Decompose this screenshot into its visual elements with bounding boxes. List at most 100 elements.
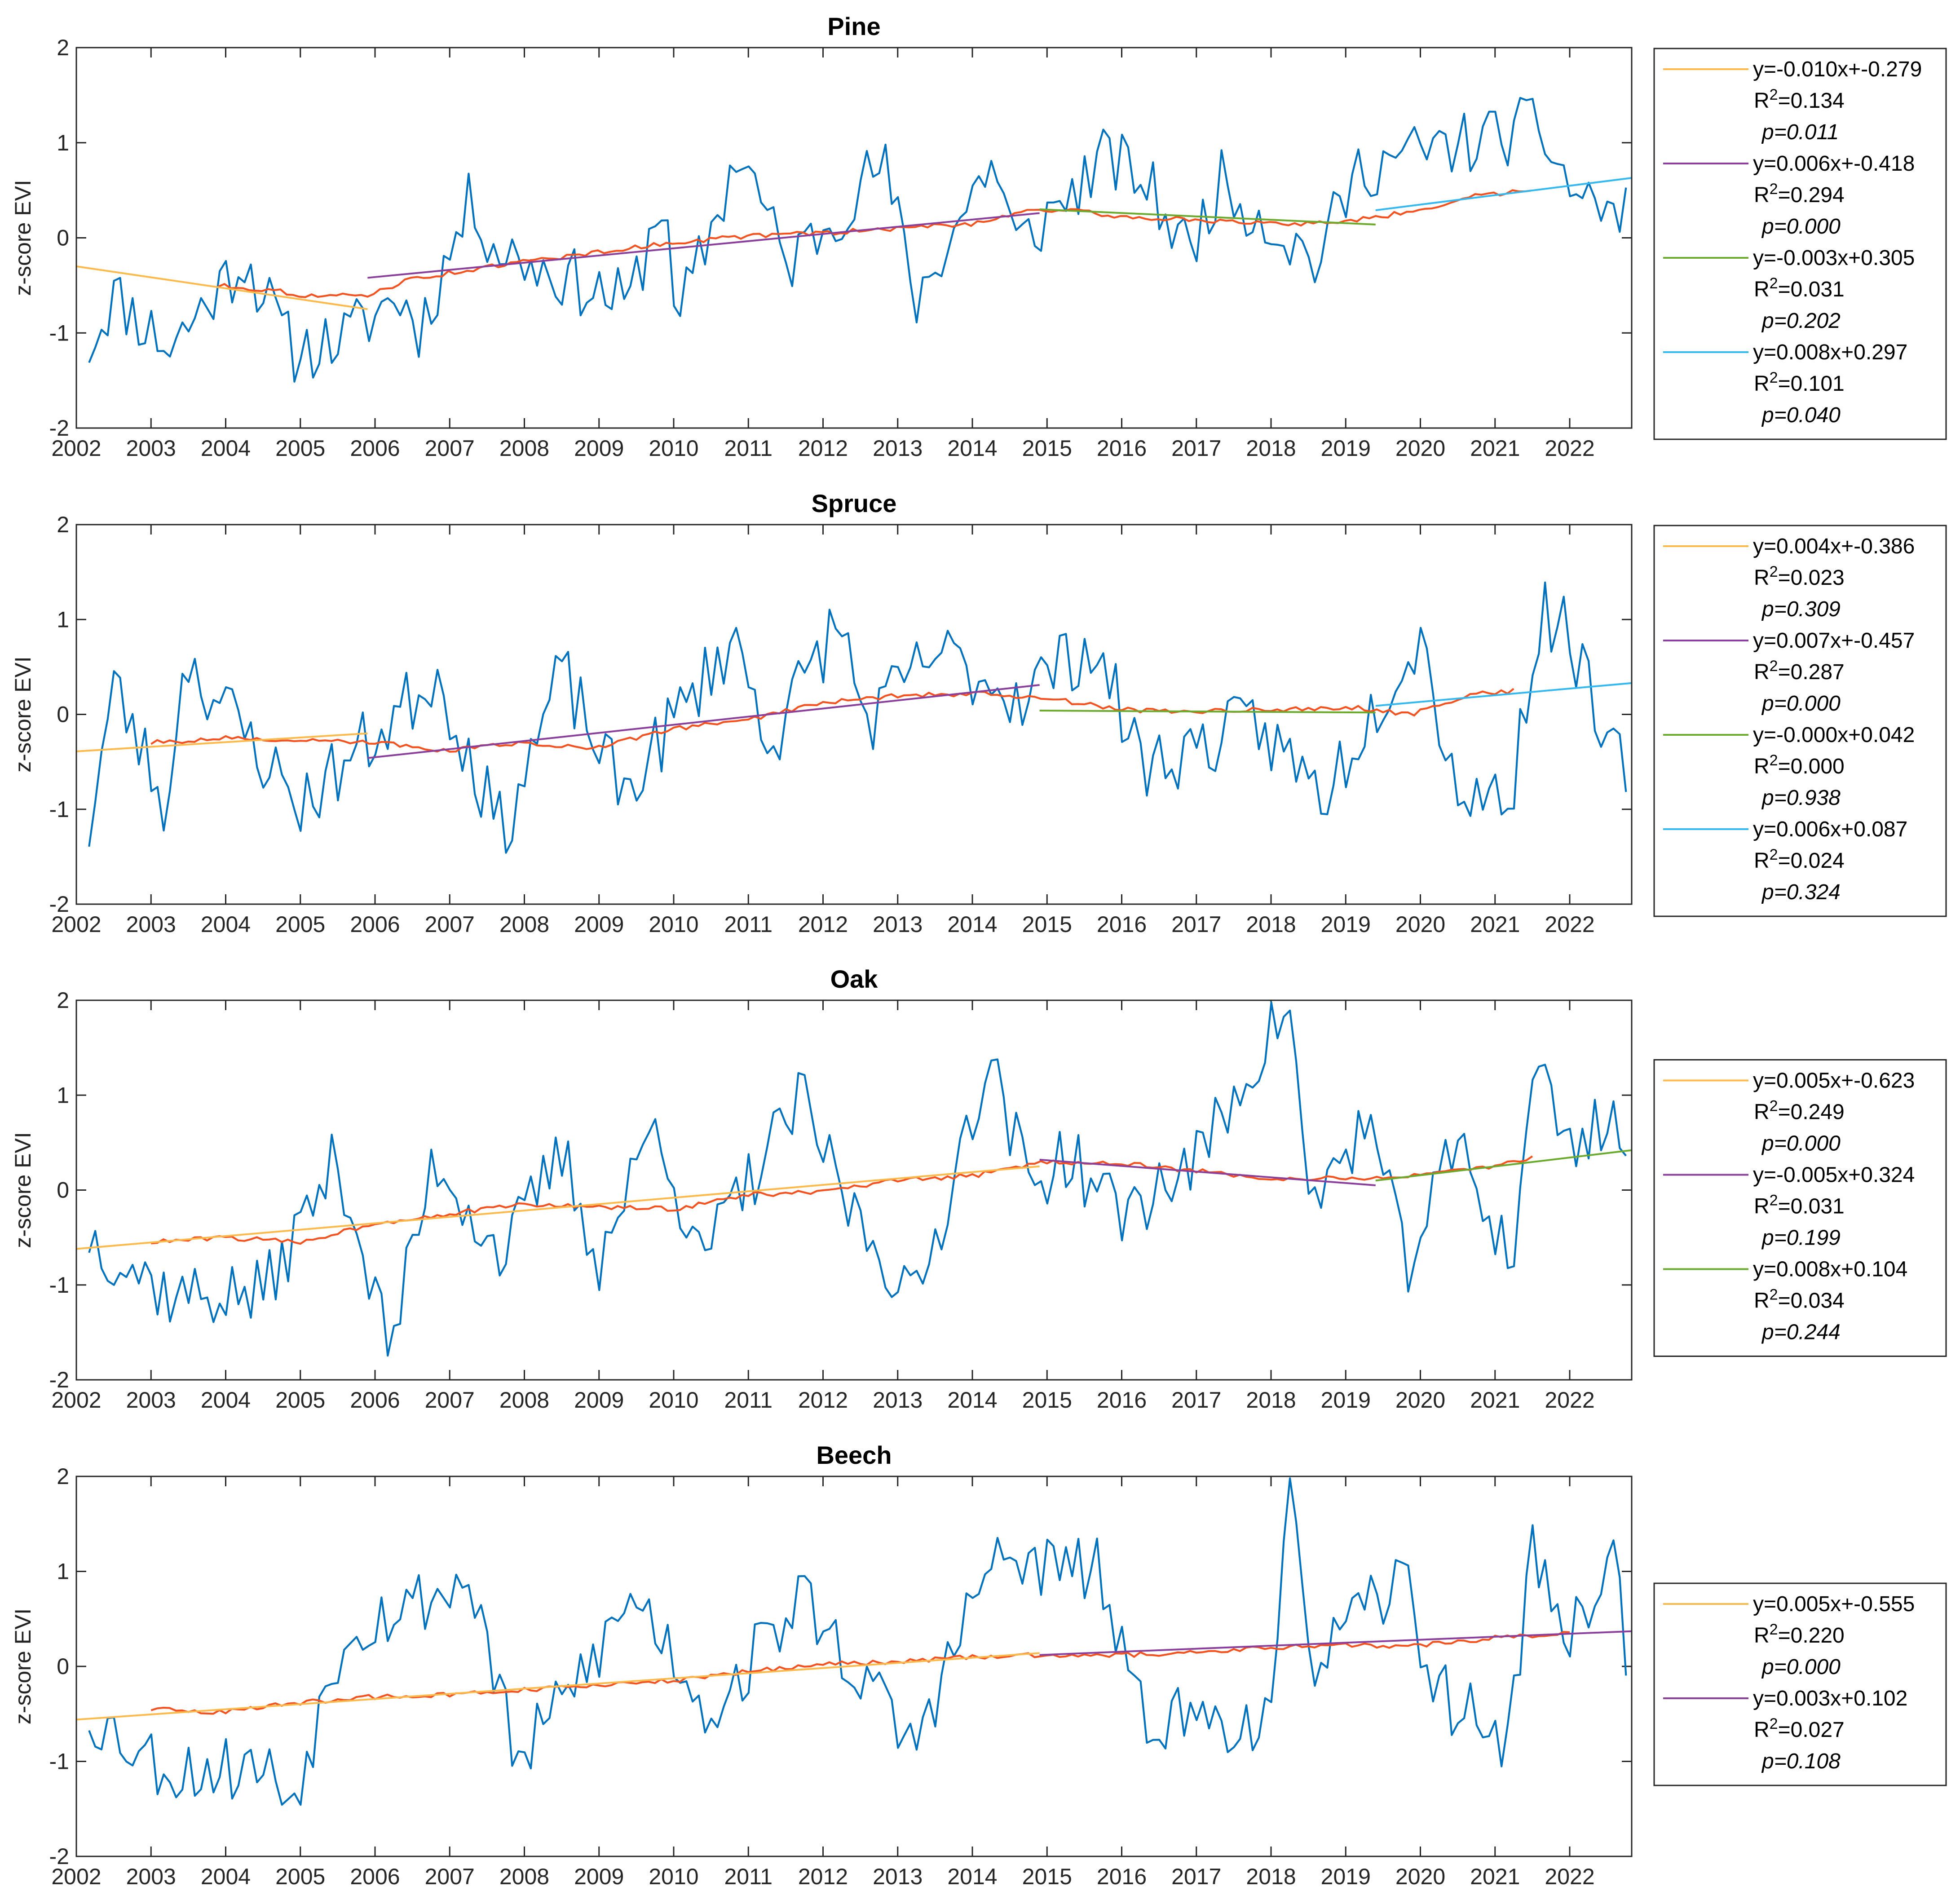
legend-equation: y=-0.000x+0.042 [1753, 723, 1915, 747]
x-tick-label: 2008 [499, 1387, 549, 1413]
x-tick-label: 2018 [1246, 1864, 1296, 1889]
x-tick-label: 2004 [201, 1864, 251, 1889]
x-tick-label: 2015 [1022, 912, 1072, 937]
y-tick-label: -1 [49, 797, 69, 822]
y-axis-label: z-score EVI [10, 1132, 35, 1248]
legend-equation: y=0.003x+0.102 [1753, 1687, 1907, 1710]
moving-average-line [150, 688, 1514, 753]
axes-box [75, 524, 1633, 905]
legend-p-value: p=0.011 [1761, 120, 1839, 144]
x-tick-label: 2018 [1246, 436, 1296, 461]
legend-p-value: p=0.000 [1761, 1132, 1841, 1156]
legend-p-value: p=0.040 [1761, 403, 1841, 427]
legend-r2: R2=0.134 [1754, 86, 1845, 113]
legend-p-value: p=0.202 [1761, 309, 1841, 333]
x-tick-label: 2010 [649, 436, 698, 461]
panel-title: Pine [827, 12, 880, 40]
legend-r2: R2=0.031 [1754, 275, 1845, 301]
legend-equation: y=0.008x+0.297 [1753, 340, 1907, 364]
legend-p-value: p=0.000 [1761, 1655, 1841, 1679]
y-tick-label: 1 [57, 1082, 69, 1108]
legend-p-value: p=0.199 [1761, 1226, 1841, 1250]
legend-r2: R2=0.024 [1754, 846, 1845, 873]
legend-r2: R2=0.294 [1754, 181, 1845, 207]
trend-line-1 [76, 1165, 1040, 1250]
x-tick-label: 2016 [1097, 1864, 1147, 1889]
x-tick-label: 2019 [1321, 436, 1371, 461]
legend-equation: y=0.005x+-0.623 [1753, 1069, 1915, 1093]
x-tick-label: 2012 [798, 912, 848, 937]
x-tick-label: 2011 [724, 912, 773, 937]
evi-series-line [88, 581, 1627, 854]
x-tick-label: 2020 [1395, 912, 1445, 937]
y-tick-label: -1 [49, 320, 69, 345]
legend-r2: R2=0.031 [1754, 1192, 1845, 1219]
legend: y=-0.010x+-0.279 R2=0.134 p=0.011 y=0.006x+… [1653, 48, 1947, 440]
y-tick-label: 2 [57, 512, 69, 537]
legend-p-value: p=0.244 [1761, 1321, 1841, 1344]
x-tick-label: 2017 [1171, 1864, 1221, 1889]
legend-r2: R2=0.000 [1754, 752, 1845, 778]
x-tick-label: 2013 [873, 1864, 923, 1889]
legend-equation: y=0.004x+-0.386 [1753, 535, 1915, 558]
y-axis-label: z-score EVI [10, 1608, 35, 1724]
legend-r2: R2=0.220 [1754, 1621, 1845, 1648]
x-tick-label: 2003 [126, 436, 176, 461]
x-tick-label: 2007 [425, 912, 475, 937]
axes-box [75, 1475, 1633, 1857]
x-tick-label: 2005 [275, 436, 325, 461]
x-tick-label: 2017 [1171, 1387, 1221, 1413]
y-tick-label: 1 [57, 1559, 69, 1584]
x-tick-label: 2007 [425, 1387, 475, 1413]
y-tick-label: 2 [57, 35, 69, 60]
trend-line-2 [1039, 1630, 1632, 1656]
y-tick-label: -2 [49, 415, 69, 441]
legend-equation: y=0.008x+0.104 [1753, 1258, 1907, 1281]
x-tick-label: 2003 [126, 1387, 176, 1413]
x-tick-label: 2013 [873, 1387, 923, 1413]
x-tick-label: 2006 [350, 1864, 400, 1889]
trend-line-1 [76, 732, 368, 752]
x-tick-label: 2005 [275, 912, 325, 937]
legend-box [1653, 1582, 1947, 1786]
legend: y=0.005x+-0.623 R2=0.249 p=0.000 y=-0.005x+… [1653, 1059, 1947, 1357]
x-tick-label: 2009 [574, 912, 624, 937]
x-tick-label: 2002 [51, 1864, 101, 1889]
axes-box [75, 47, 1633, 429]
trend-line-3 [1039, 208, 1376, 225]
x-tick-label: 2012 [798, 1387, 848, 1413]
y-tick-label: 0 [57, 1178, 69, 1203]
y-tick-label: -1 [49, 1749, 69, 1774]
y-axis-label: z-score EVI [10, 180, 35, 296]
panel-pine: Pine z-score EVI -2 -1 0 1 2 2002 2003 2004 2005 20… [10, 12, 1947, 461]
legend-r2: R2=0.249 [1754, 1098, 1845, 1124]
x-tick-label: 2010 [649, 1387, 698, 1413]
legend-p-value: p=0.000 [1761, 692, 1841, 716]
x-tick-label: 2021 [1470, 1864, 1520, 1889]
x-tick-label: 2006 [350, 912, 400, 937]
x-tick-label: 2011 [724, 1864, 773, 1889]
x-tick-label: 2013 [873, 436, 923, 461]
x-tick-label: 2022 [1545, 1864, 1594, 1889]
legend-p-value: p=0.324 [1761, 880, 1841, 904]
x-tick-label: 2020 [1395, 436, 1445, 461]
trend-line-3 [1039, 710, 1376, 714]
y-tick-label: 0 [57, 702, 69, 727]
x-tick-label: 2010 [649, 912, 698, 937]
x-tick-label: 2005 [275, 1864, 325, 1889]
x-tick-label: 2002 [51, 912, 101, 937]
x-tick-label: 2021 [1470, 1387, 1520, 1413]
panel-title: Beech [816, 1441, 892, 1469]
x-tick-label: 2017 [1171, 436, 1221, 461]
x-tick-label: 2004 [201, 912, 251, 937]
x-tick-label: 2004 [201, 436, 251, 461]
x-tick-label: 2017 [1171, 912, 1221, 937]
x-tick-label: 2007 [425, 436, 475, 461]
x-tick-label: 2011 [724, 436, 773, 461]
y-tick-label: 0 [57, 225, 69, 251]
legend-p-value: p=0.309 [1761, 597, 1841, 621]
trend-line-1 [76, 1652, 1040, 1721]
x-tick-label: 2022 [1545, 436, 1594, 461]
x-tick-label: 2015 [1022, 436, 1072, 461]
